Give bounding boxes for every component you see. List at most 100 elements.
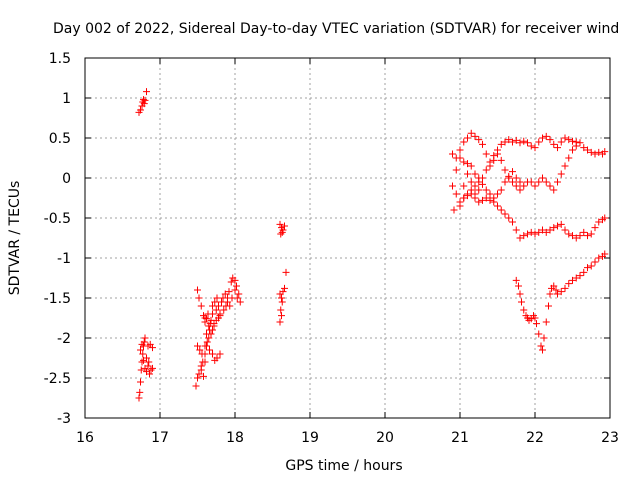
data-point bbox=[576, 232, 584, 240]
data-point bbox=[278, 312, 285, 320]
data-point bbox=[475, 136, 483, 144]
data-point bbox=[471, 170, 479, 178]
data-point bbox=[587, 148, 595, 156]
data-point bbox=[467, 190, 475, 198]
data-point bbox=[584, 146, 591, 154]
data-point bbox=[449, 150, 456, 158]
data-point bbox=[546, 182, 554, 190]
data-point bbox=[206, 346, 213, 354]
data-point bbox=[233, 282, 240, 290]
data-point bbox=[210, 322, 218, 330]
data-point bbox=[512, 182, 520, 190]
data-point bbox=[509, 138, 516, 146]
data-point bbox=[278, 294, 285, 302]
data-point bbox=[464, 160, 471, 168]
data-point bbox=[539, 174, 546, 182]
x-tick-label: 17 bbox=[151, 430, 169, 446]
data-point bbox=[497, 140, 505, 148]
x-tick-label: 16 bbox=[76, 430, 94, 446]
data-point bbox=[194, 342, 201, 350]
data-point bbox=[501, 178, 509, 186]
data-point bbox=[554, 178, 561, 186]
data-point bbox=[561, 226, 569, 234]
x-tick-label: 21 bbox=[451, 430, 469, 446]
data-point bbox=[460, 182, 468, 190]
data-point bbox=[137, 366, 145, 374]
data-point bbox=[587, 230, 595, 238]
data-point bbox=[565, 154, 573, 162]
data-point bbox=[467, 178, 475, 186]
data-point bbox=[572, 274, 580, 282]
data-point bbox=[479, 180, 486, 188]
data-point bbox=[520, 137, 528, 145]
data-point bbox=[456, 146, 464, 154]
data-point bbox=[569, 137, 576, 145]
x-tick-label: 20 bbox=[376, 430, 394, 446]
series-cluster-16.8-low bbox=[135, 334, 156, 402]
data-point bbox=[516, 178, 524, 186]
data-point bbox=[527, 228, 535, 236]
data-point bbox=[137, 346, 144, 354]
data-point bbox=[206, 320, 214, 328]
data-point bbox=[219, 294, 227, 302]
data-point bbox=[201, 342, 209, 350]
data-point bbox=[524, 139, 531, 147]
data-point bbox=[540, 334, 548, 342]
data-point bbox=[557, 288, 565, 296]
grid bbox=[85, 58, 610, 418]
data-point bbox=[550, 140, 558, 148]
data-point bbox=[194, 374, 201, 382]
data-point bbox=[561, 162, 569, 170]
data-point bbox=[591, 150, 599, 158]
data-point bbox=[277, 306, 285, 314]
x-tick-label: 23 bbox=[601, 430, 619, 446]
data-point bbox=[194, 286, 201, 294]
data-point bbox=[147, 366, 155, 374]
data-point bbox=[509, 218, 516, 226]
data-point bbox=[209, 302, 216, 310]
data-point bbox=[516, 139, 524, 147]
data-point bbox=[197, 366, 205, 374]
data-point bbox=[546, 226, 554, 234]
data-point bbox=[552, 286, 560, 294]
data-point bbox=[144, 362, 152, 370]
data-point bbox=[531, 314, 539, 322]
data-points bbox=[135, 88, 609, 402]
data-point bbox=[203, 330, 210, 338]
data-point bbox=[203, 338, 211, 346]
data-point bbox=[557, 220, 565, 228]
data-point bbox=[565, 280, 573, 288]
series-cluster-21-lower bbox=[456, 190, 609, 242]
data-point bbox=[516, 186, 524, 194]
data-point bbox=[591, 258, 599, 266]
plot-frame bbox=[84, 57, 611, 419]
data-point bbox=[494, 202, 501, 210]
data-point bbox=[482, 166, 490, 174]
data-point bbox=[486, 196, 494, 204]
data-point bbox=[512, 174, 520, 182]
data-point bbox=[136, 388, 144, 396]
data-point bbox=[471, 182, 479, 190]
data-point bbox=[475, 186, 483, 194]
data-point bbox=[464, 170, 471, 178]
y-tick-label: -0.5 bbox=[44, 211, 71, 227]
data-point bbox=[542, 228, 550, 236]
data-point bbox=[460, 158, 468, 166]
data-point bbox=[542, 318, 550, 326]
data-point bbox=[475, 174, 483, 182]
data-point bbox=[140, 96, 147, 104]
data-point bbox=[482, 186, 490, 194]
data-point bbox=[226, 302, 234, 310]
data-point bbox=[509, 168, 516, 176]
data-point bbox=[467, 162, 475, 170]
data-point bbox=[531, 230, 539, 238]
data-point bbox=[215, 302, 222, 310]
y-tick-label: -3 bbox=[57, 411, 71, 427]
data-point bbox=[569, 276, 576, 284]
data-point bbox=[452, 166, 460, 174]
data-point bbox=[565, 230, 573, 238]
data-point bbox=[464, 134, 471, 142]
data-point bbox=[141, 96, 149, 104]
data-point bbox=[601, 148, 609, 156]
data-point bbox=[213, 354, 221, 362]
